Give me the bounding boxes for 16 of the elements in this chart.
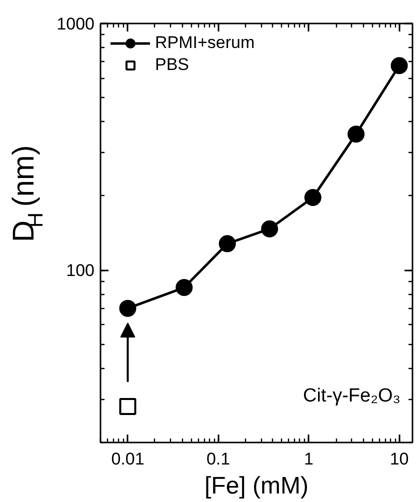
legend-label: RPMI+serum <box>155 33 255 53</box>
point <box>348 126 365 143</box>
y-tick-label: 100 <box>66 261 95 280</box>
point <box>218 235 236 252</box>
annotation: Cit-γ-Fe₂O₃ <box>303 386 401 406</box>
x-tick-label: 0.01 <box>111 450 144 468</box>
point <box>304 189 322 206</box>
point <box>176 279 193 296</box>
x-tick-label: 0.1 <box>206 450 230 468</box>
y-tick-label: 1000 <box>56 14 95 34</box>
x-axis-title: [Fe] (mM) <box>204 472 308 500</box>
point <box>390 57 408 74</box>
x-tick-label: 10 <box>390 450 409 468</box>
point <box>261 220 278 238</box>
x-tick-label: 1 <box>304 450 314 468</box>
legend-label: PBS <box>155 55 190 75</box>
